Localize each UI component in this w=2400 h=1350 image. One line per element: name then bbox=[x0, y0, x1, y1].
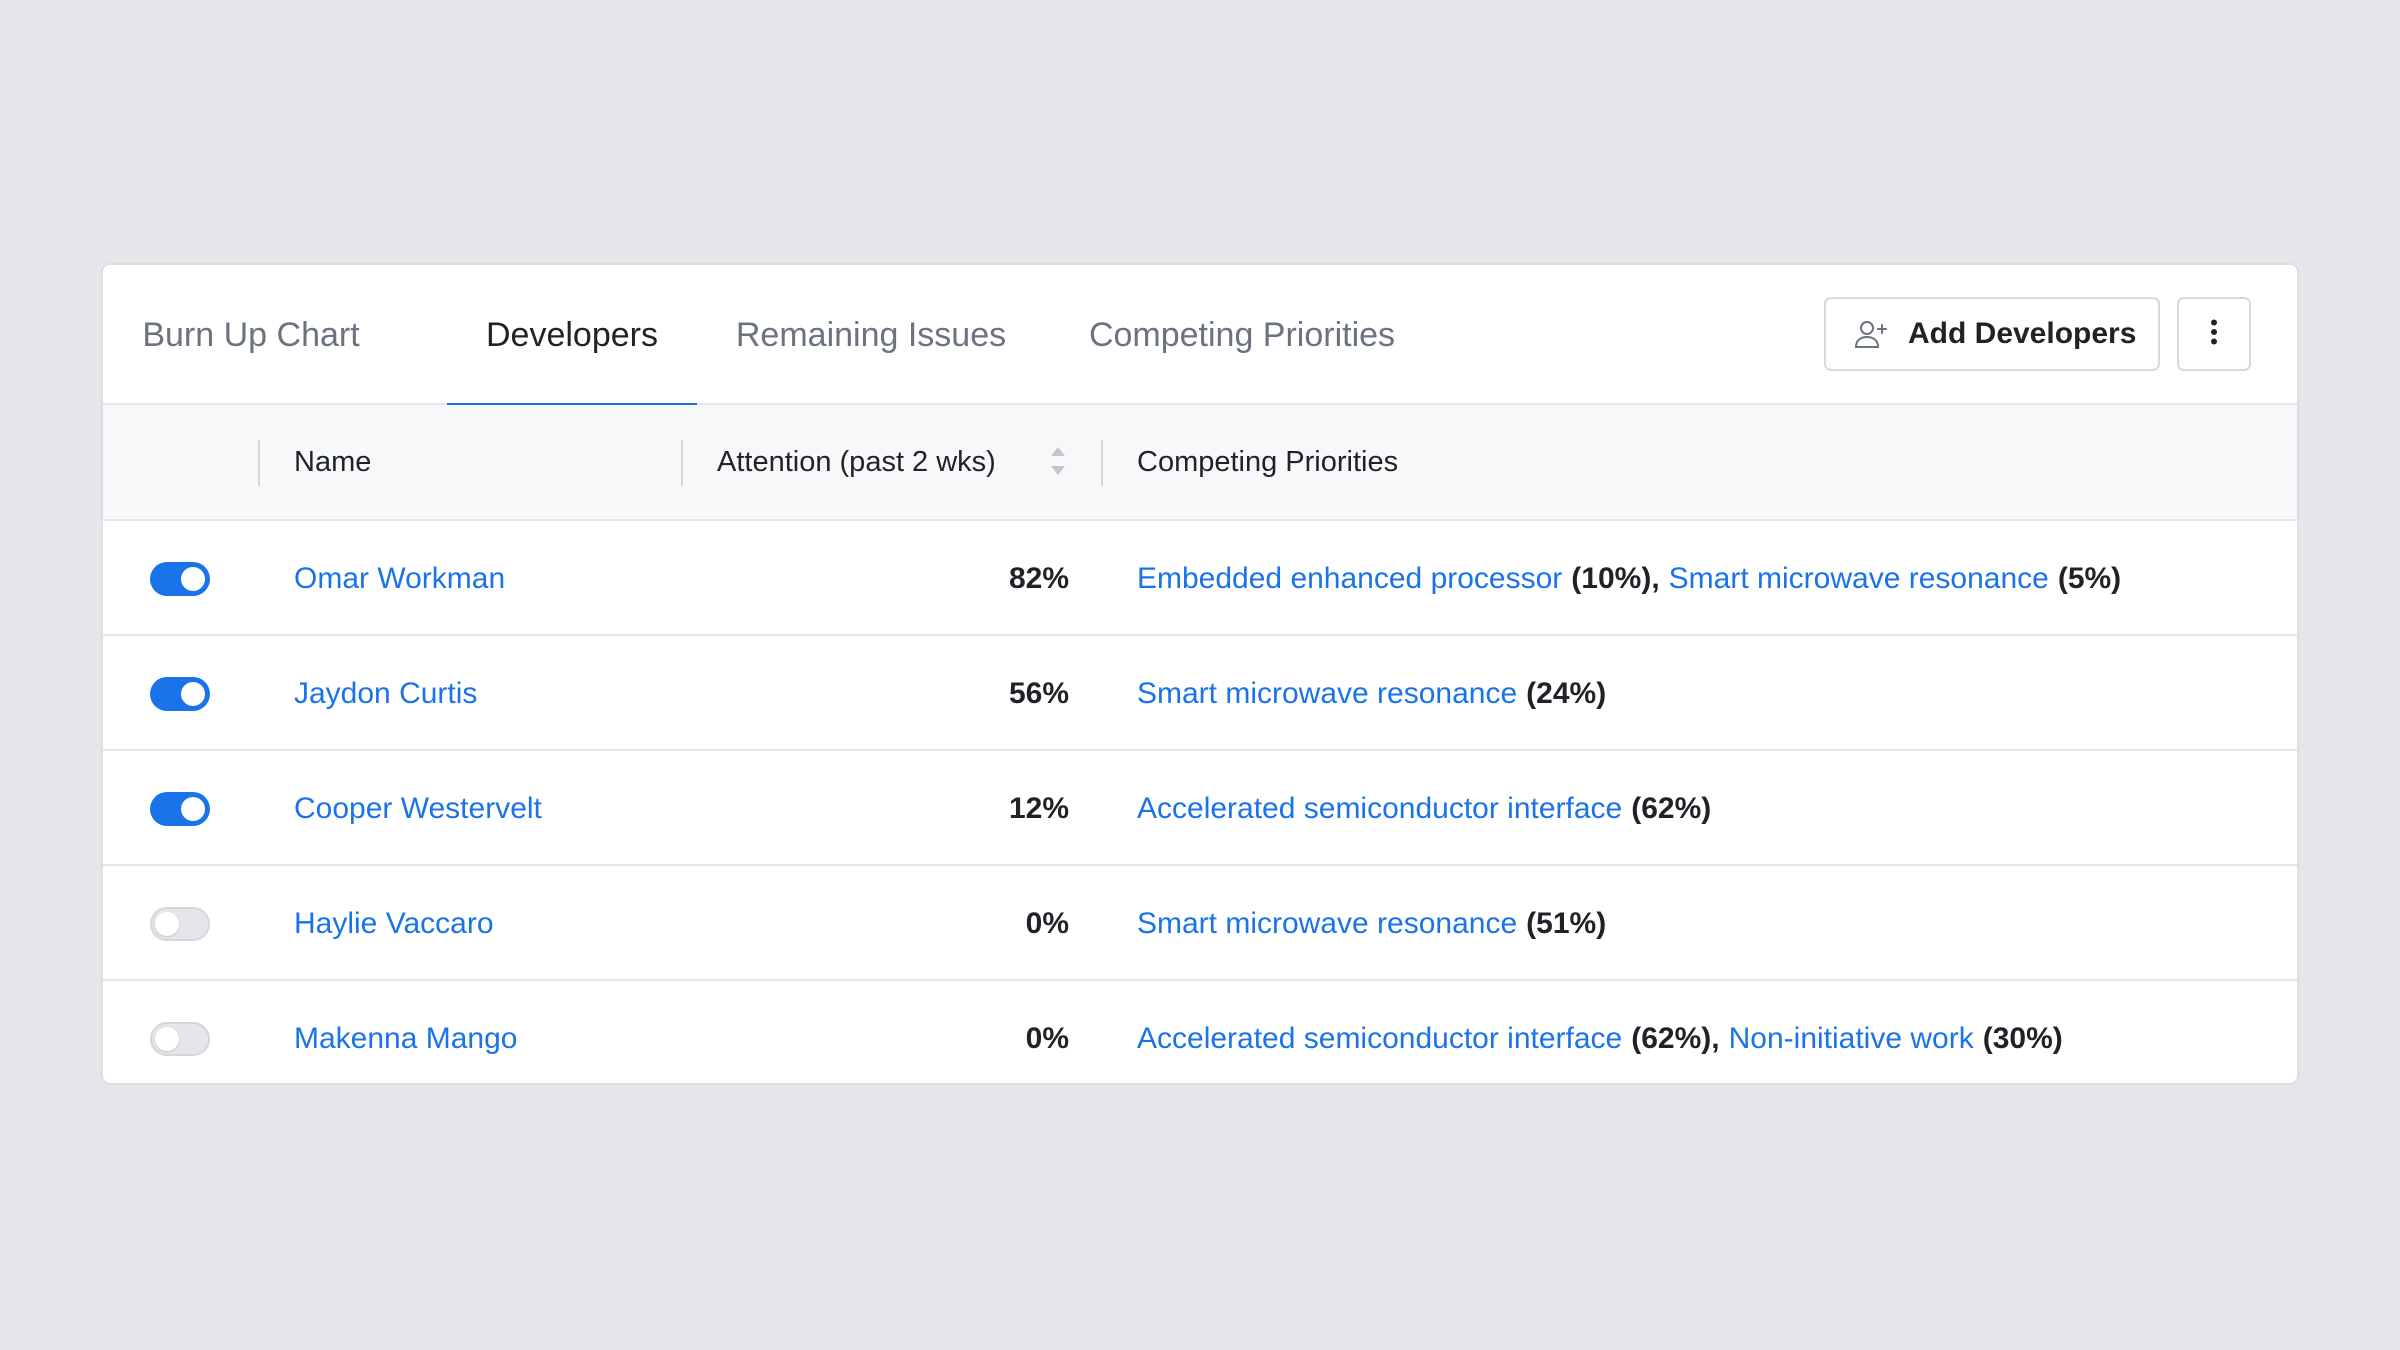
column-header-attention[interactable]: Attention (past 2 wks) bbox=[717, 445, 996, 478]
add-developers-label: Add Developers bbox=[1908, 317, 2137, 350]
column-divider bbox=[1101, 440, 1103, 486]
tab-competing-priorities[interactable]: Competing Priorities bbox=[1088, 315, 1396, 354]
column-header-name: Name bbox=[294, 445, 372, 478]
user-plus-icon bbox=[1854, 317, 1888, 351]
developer-name-link[interactable]: Cooper Westervelt bbox=[294, 791, 542, 825]
row-toggle[interactable] bbox=[150, 677, 210, 711]
priority-percent: (10%) bbox=[1571, 561, 1652, 595]
priority-percent: (51%) bbox=[1526, 906, 1607, 940]
tab-bar: Burn Up Chart Developers Remaining Issue… bbox=[103, 265, 2297, 407]
priority-percent: (30%) bbox=[1982, 1021, 2063, 1055]
column-divider bbox=[681, 440, 683, 486]
developers-panel: Burn Up Chart Developers Remaining Issue… bbox=[101, 263, 2299, 1085]
attention-value: 12% bbox=[1008, 791, 1069, 825]
more-options-button[interactable] bbox=[2177, 297, 2251, 371]
priority-link[interactable]: Accelerated semiconductor interface bbox=[1137, 1021, 1623, 1055]
competing-priorities-cell: Accelerated semiconductor interface (62%)… bbox=[1137, 1021, 2063, 1055]
competing-priorities-cell: Smart microwave resonance (24%) bbox=[1137, 636, 1606, 751]
table-header: Name Attention (past 2 wks) Competing Pr… bbox=[103, 405, 2297, 521]
competing-priorities-cell: Accelerated semiconductor interface (62%) bbox=[1137, 751, 1711, 866]
table-row: Makenna Mango 0% Accelerated semiconduct… bbox=[103, 981, 2297, 1083]
table-row: Jaydon Curtis 56% Smart microwave resona… bbox=[103, 636, 2297, 751]
priority-link[interactable]: Smart microwave resonance bbox=[1668, 561, 2049, 595]
attention-value: 0% bbox=[1025, 906, 1069, 940]
attention-value: 56% bbox=[1008, 676, 1069, 710]
tab-burn-up-chart[interactable]: Burn Up Chart bbox=[142, 315, 360, 354]
sort-icon[interactable] bbox=[1047, 443, 1069, 479]
table-row: Haylie Vaccaro 0% Smart microwave resona… bbox=[103, 866, 2297, 981]
add-developers-button[interactable]: Add Developers bbox=[1824, 297, 2160, 371]
row-toggle[interactable] bbox=[150, 1022, 210, 1056]
priority-link[interactable]: Smart microwave resonance bbox=[1137, 676, 1518, 710]
row-toggle[interactable] bbox=[150, 792, 210, 826]
attention-value: 0% bbox=[1025, 1021, 1069, 1055]
column-header-competing-priorities: Competing Priorities bbox=[1137, 445, 1399, 478]
more-vertical-icon bbox=[2210, 319, 2218, 350]
priority-percent: (62%) bbox=[1631, 1021, 1712, 1055]
developer-name-link[interactable]: Omar Workman bbox=[294, 561, 506, 595]
tab-developers[interactable]: Developers bbox=[447, 265, 697, 407]
row-toggle[interactable] bbox=[150, 562, 210, 596]
priority-percent: (24%) bbox=[1526, 676, 1607, 710]
priority-link[interactable]: Embedded enhanced processor bbox=[1137, 561, 1563, 595]
competing-priorities-cell: Smart microwave resonance (51%) bbox=[1137, 866, 1606, 981]
priority-link[interactable]: Smart microwave resonance bbox=[1137, 906, 1518, 940]
priority-link[interactable]: Accelerated semiconductor interface bbox=[1137, 791, 1623, 825]
table-row: Omar Workman 82% Embedded enhanced proce… bbox=[103, 521, 2297, 636]
developer-name-link[interactable]: Makenna Mango bbox=[294, 1021, 518, 1055]
table-row: Cooper Westervelt 12% Accelerated semico… bbox=[103, 751, 2297, 866]
developer-name-link[interactable]: Haylie Vaccaro bbox=[294, 906, 494, 940]
competing-priorities-cell: Embedded enhanced processor (10%), Smart m… bbox=[1137, 561, 2122, 595]
priority-percent: (62%) bbox=[1631, 791, 1712, 825]
priority-percent: (5%) bbox=[2057, 561, 2122, 595]
developer-name-link[interactable]: Jaydon Curtis bbox=[294, 676, 478, 710]
priority-link[interactable]: Non-initiative work bbox=[1728, 1021, 1974, 1055]
tab-remaining-issues[interactable]: Remaining Issues bbox=[735, 315, 1007, 354]
column-divider bbox=[258, 440, 260, 486]
attention-value: 82% bbox=[1008, 561, 1069, 595]
row-toggle[interactable] bbox=[150, 907, 210, 941]
